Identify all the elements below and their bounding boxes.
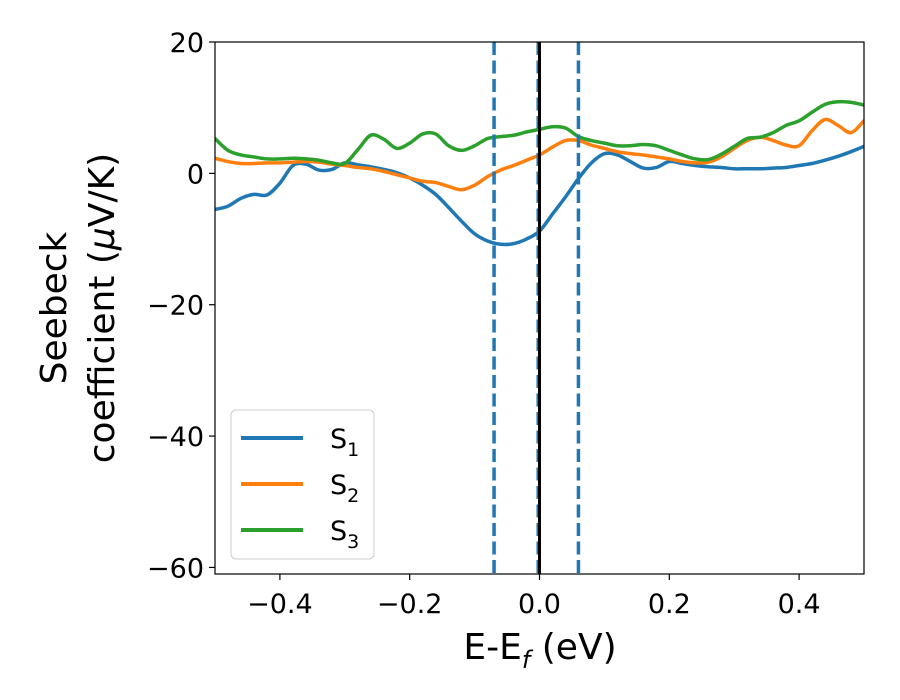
x-tick-label: −0.4 (247, 589, 313, 620)
y-axis: 20 0 −20 −40 −60 (147, 28, 215, 584)
x-tick-label: 0.0 (518, 589, 561, 620)
x-tick-label: 0.4 (778, 589, 821, 620)
x-axis-title: E-Ef (eV) (463, 627, 616, 674)
svg-text:coefficient (μV/K): coefficient (μV/K) (82, 153, 123, 463)
y-tick-label: 0 (187, 159, 204, 190)
legend: S1 S2 S3 (230, 409, 375, 560)
y-tick-label: −20 (147, 291, 204, 322)
legend-label-3: S3 (330, 516, 359, 553)
legend-label-2: S2 (330, 470, 359, 507)
y-axis-title: Seebeck coefficient (μV/K) (34, 153, 123, 463)
legend-label-1: S1 (330, 424, 359, 461)
plot-lines (215, 42, 864, 574)
x-axis: −0.4 −0.2 0.0 0.2 0.4 (247, 574, 821, 620)
svg-text:Seebeck: Seebeck (34, 231, 75, 384)
x-tick-label: −0.2 (377, 589, 443, 620)
y-tick-label: −40 (147, 422, 204, 453)
x-tick-label: 0.2 (648, 589, 691, 620)
y-tick-label: −60 (147, 553, 204, 584)
y-tick-label: 20 (170, 28, 204, 59)
